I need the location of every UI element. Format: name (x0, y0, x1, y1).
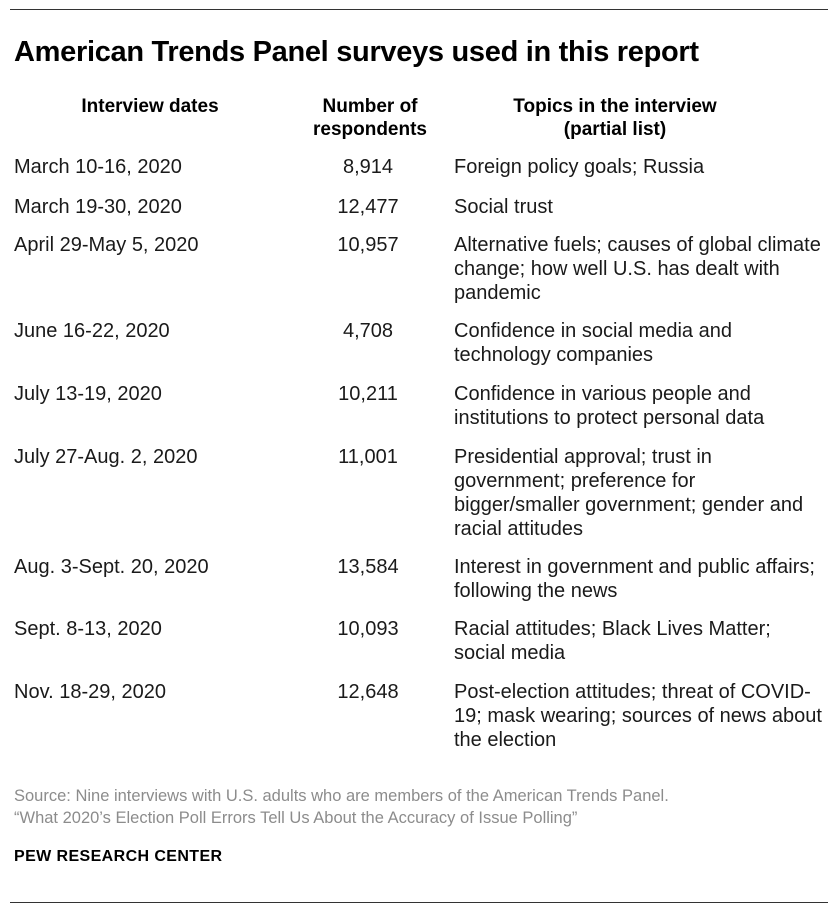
source-line-2: “What 2020’s Election Poll Errors Tell U… (14, 809, 578, 827)
brand-name: PEW RESEARCH CENTER (14, 848, 223, 865)
row-topics: Interest in government and public affair… (454, 556, 815, 602)
header-respondents-line2: respondents (312, 119, 428, 140)
row-respondents: 10,211 (338, 383, 398, 405)
row-topics: Foreign policy goals; Russia (454, 156, 705, 178)
row-topics: Confidence in social media and technolog… (454, 320, 732, 366)
top-rule (10, 9, 828, 10)
source-note: Source: Nine interviews with U.S. adults… (14, 785, 669, 829)
row-dates: Sept. 8-13, 2020 (14, 618, 162, 640)
row-dates: April 29-May 5, 2020 (14, 234, 199, 256)
source-line-1: Source: Nine interviews with U.S. adults… (14, 787, 669, 805)
header-interview-dates: Interview dates (81, 96, 219, 117)
row-respondents: 13,584 (337, 556, 399, 578)
row-dates: Aug. 3-Sept. 20, 2020 (14, 556, 209, 578)
row-respondents: 12,477 (337, 196, 399, 218)
row-topics: Presidential approval; trust in governme… (454, 446, 804, 540)
bottom-rule (10, 902, 828, 903)
row-topics: Social trust (454, 196, 553, 218)
row-respondents: 11,001 (338, 446, 398, 468)
header-number-of-respondents: Number of respondents (300, 95, 440, 141)
row-dates: March 10-16, 2020 (14, 156, 182, 178)
row-respondents: 8,914 (342, 156, 394, 178)
page-title: American Trends Panel surveys used in th… (14, 36, 699, 68)
header-topics-line1: Topics in the interview (513, 96, 717, 117)
row-dates: July 13-19, 2020 (14, 383, 162, 405)
row-dates: March 19-30, 2020 (14, 196, 182, 218)
row-topics: Confidence in various people and institu… (454, 383, 765, 429)
row-dates: June 16-22, 2020 (14, 320, 170, 342)
row-respondents: 12,648 (337, 681, 399, 703)
header-respondents-line1: Number of (322, 96, 418, 117)
header-topics-line2: (partial list) (563, 119, 667, 140)
row-dates: Nov. 18-29, 2020 (14, 681, 166, 703)
header-topics: Topics in the interview (partial list) (480, 95, 750, 141)
row-dates: July 27-Aug. 2, 2020 (14, 446, 198, 468)
row-respondents: 4,708 (342, 320, 394, 342)
row-respondents: 10,093 (337, 618, 399, 640)
row-respondents: 10,957 (337, 234, 399, 256)
row-topics: Alternative fuels; causes of global clim… (454, 234, 821, 304)
row-topics: Post-election attitudes; threat of COVID… (454, 681, 822, 751)
row-topics: Racial attitudes; Black Lives Matter; so… (454, 618, 771, 664)
